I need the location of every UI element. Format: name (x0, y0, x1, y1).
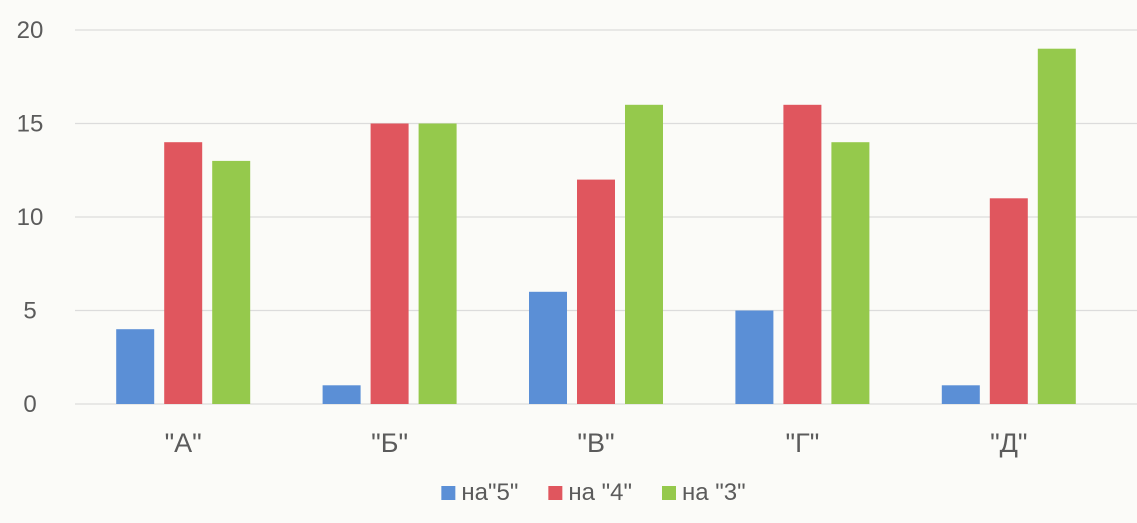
x-category-label: "Б" (371, 428, 408, 458)
y-tick-label: 5 (23, 298, 36, 325)
legend-swatch (662, 486, 676, 500)
y-tick-label: 10 (17, 204, 44, 231)
bar-na4 (783, 104, 822, 405)
x-category-label: "Д" (990, 428, 1027, 458)
bar-na4 (989, 198, 1028, 404)
bar-na3 (625, 104, 663, 405)
bar-na5 (941, 385, 980, 404)
bar-na3 (418, 123, 457, 404)
bars-layer (116, 48, 1076, 405)
legend: на"5" на "4" на "3" (441, 479, 746, 506)
legend-item: на "4" (548, 479, 632, 506)
x-category-label: "Г" (786, 428, 820, 458)
y-tick-label: 0 (23, 391, 36, 418)
bar-na3 (212, 160, 251, 404)
legend-swatch (441, 486, 456, 500)
legend-item: на"5" (441, 479, 518, 506)
legend-label: на "3" (682, 479, 746, 506)
legend-label: на"5" (461, 479, 518, 506)
legend-label: на "4" (568, 479, 632, 506)
axis-layer: 0 5 10 15 20 "А" "Б" "В" "Г" "Д" (17, 17, 1028, 458)
x-category-label: "А" (165, 428, 202, 458)
bar-na4 (370, 123, 409, 404)
bar-na4 (577, 179, 615, 404)
bar-na3 (1037, 48, 1076, 404)
bar-na5 (529, 291, 567, 404)
legend-item: на "3" (662, 479, 746, 506)
x-category-label: "В" (577, 428, 614, 458)
bar-na5 (735, 310, 774, 404)
bar-na3 (831, 142, 870, 404)
y-tick-label: 20 (17, 17, 44, 44)
bar-na4 (164, 142, 203, 404)
legend-swatch (548, 486, 563, 500)
bar-na5 (116, 329, 155, 404)
bar-na5 (322, 385, 361, 404)
y-tick-label: 15 (17, 111, 44, 138)
